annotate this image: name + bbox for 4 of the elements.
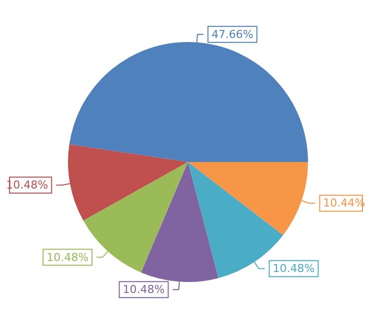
data-label: 10.48% xyxy=(272,262,315,276)
data-label: 10.48% xyxy=(122,283,165,296)
data-label: 47.66% xyxy=(211,28,254,41)
data-label: 10.48% xyxy=(46,250,89,264)
